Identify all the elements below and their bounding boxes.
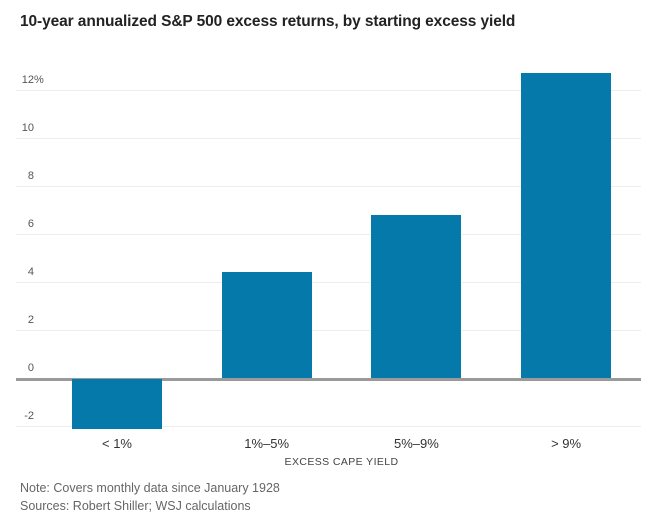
gridline (16, 426, 641, 427)
y-tick-value: 4 (27, 266, 34, 278)
y-tick-label: -2 (0, 410, 34, 423)
y-tick-label: 8 (0, 170, 34, 183)
y-tick-suffix: % (34, 74, 44, 86)
y-tick-label: 4 (0, 266, 34, 279)
chart-note: Note: Covers monthly data since January … (20, 481, 280, 495)
y-tick-value: 0 (27, 362, 34, 374)
y-tick-value: 10 (21, 122, 34, 134)
y-tick-value: 2 (27, 314, 34, 326)
gridline (16, 186, 641, 187)
bar-> 9% (521, 73, 612, 378)
y-tick-value: 6 (27, 218, 34, 230)
y-tick-label: 6 (0, 218, 34, 231)
gridline (16, 90, 641, 91)
y-tick-value: 8 (27, 170, 34, 182)
chart-sources: Sources: Robert Shiller; WSJ calculation… (20, 499, 251, 513)
x-tick-label: < 1% (102, 436, 132, 451)
y-tick-label: 2 (0, 314, 34, 327)
bar-< 1% (72, 379, 162, 430)
x-tick-label: 5%–9% (393, 436, 439, 451)
zero-axis-line (16, 378, 641, 381)
bar-1%–5% (221, 272, 312, 378)
y-tick-value: 12 (21, 74, 34, 86)
chart-title: 10-year annualized S&P 500 excess return… (20, 13, 516, 30)
gridline (16, 282, 641, 283)
x-tick-label: > 9% (551, 436, 582, 451)
x-axis-label: EXCESS CAPE YIELD (284, 456, 399, 468)
gridline (16, 138, 641, 139)
gridline (16, 234, 641, 235)
y-tick-label: 0 (0, 362, 34, 375)
gridline (16, 330, 641, 331)
x-tick-label: 1%–5% (244, 436, 290, 451)
y-tick-label: 12% (0, 74, 44, 87)
bar-5%–9% (371, 214, 462, 378)
y-tick-value: -2 (24, 410, 34, 422)
y-tick-label: 10 (0, 122, 34, 135)
